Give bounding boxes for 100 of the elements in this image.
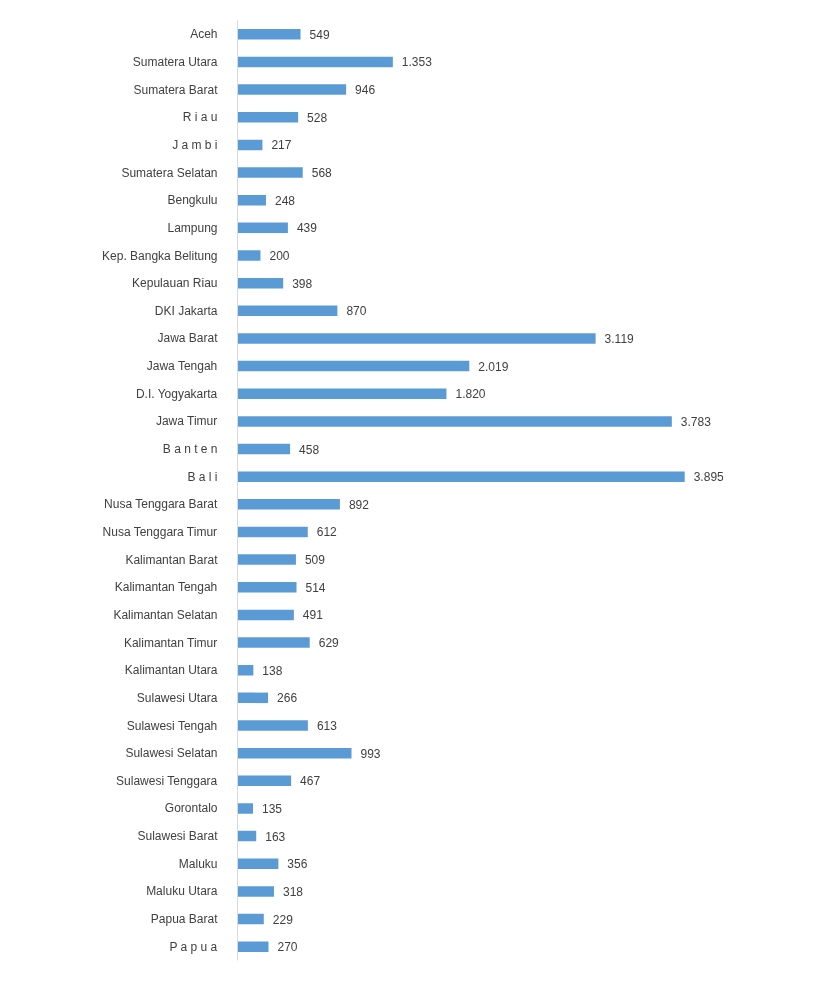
bar	[237, 84, 347, 95]
data-label: 629	[318, 636, 340, 651]
y-tick-label: Kepulauan Riau	[132, 276, 218, 291]
data-label: 1.820	[455, 387, 486, 402]
data-label: 549	[309, 27, 330, 42]
bar	[237, 941, 269, 952]
bar	[237, 56, 393, 68]
bar	[237, 664, 254, 676]
data-label: 568	[311, 166, 333, 181]
data-label: 613	[316, 719, 338, 733]
y-tick-label: Sumatera Selatan	[121, 165, 218, 180]
y-tick-label: Lampung	[167, 220, 218, 235]
y-tick-label: Jawa Tengah	[146, 359, 218, 374]
y-tick-label: Kalimantan Barat	[125, 552, 219, 567]
data-label: 946	[355, 83, 376, 98]
y-tick-label: Kalimantan Tengah	[114, 580, 218, 595]
y-tick-label: D.I. Yogyakarta	[135, 386, 218, 401]
y-tick-label: B a l i	[187, 469, 218, 484]
data-label: 491	[302, 608, 324, 623]
bar	[237, 913, 264, 925]
bar	[237, 360, 470, 372]
bar	[237, 830, 257, 842]
data-label: 509	[304, 553, 326, 568]
bar	[237, 277, 284, 289]
data-label: 439	[296, 221, 318, 236]
y-tick-label: B a n t e n	[162, 442, 218, 457]
y-tick-label: Papua Barat	[150, 912, 219, 927]
y-tick-label: Kalimantan Timur	[123, 635, 218, 650]
bar	[237, 499, 340, 510]
data-label: 892	[348, 497, 370, 512]
data-label: 2.019	[478, 359, 509, 374]
data-label: 870	[346, 304, 367, 319]
y-tick-label: Maluku Utara	[146, 884, 218, 899]
y-tick-label: Jawa Timur	[155, 414, 218, 429]
y-tick-label: DKI Jakarta	[154, 303, 218, 318]
data-label: 1.353	[401, 55, 433, 70]
data-label: 3.895	[693, 470, 725, 485]
data-label: 217	[271, 138, 292, 153]
y-tick-label: Sumatera Utara	[132, 54, 218, 69]
y-tick-label: Kalimantan Selatan	[113, 607, 218, 622]
bar	[237, 305, 338, 317]
y-tick-label: Jawa Barat	[157, 331, 219, 346]
y-tick-label: Sumatera Barat	[133, 82, 219, 97]
bar	[237, 416, 672, 427]
bar	[237, 139, 263, 151]
bar	[237, 637, 310, 648]
bar	[237, 167, 303, 178]
data-label: 163	[265, 829, 286, 844]
y-tick-label: Aceh	[190, 27, 218, 42]
data-label: 458	[299, 442, 320, 457]
data-label: 467	[300, 774, 321, 789]
y-tick-label: Sulawesi Utara	[136, 690, 218, 705]
y-tick-label: Kalimantan Utara	[124, 663, 218, 678]
y-tick-label: Sulawesi Selatan	[125, 746, 218, 761]
bar	[237, 886, 275, 897]
y-tick-label: P a p u a	[169, 939, 218, 954]
data-label: 398	[292, 276, 313, 291]
data-label: 3.783	[680, 414, 712, 429]
y-tick-label: Sulawesi Tengah	[126, 718, 218, 733]
bar	[237, 443, 291, 455]
bar	[237, 720, 308, 731]
data-label: 318	[283, 884, 304, 899]
bar	[237, 803, 253, 814]
bar	[237, 388, 447, 399]
data-label: 229	[272, 912, 294, 927]
data-label: 528	[307, 110, 328, 125]
bar	[237, 194, 266, 206]
data-label: 514	[305, 580, 326, 595]
y-tick-label: R i a u	[182, 110, 218, 125]
y-tick-label: Maluku	[178, 856, 218, 871]
data-label: 3.119	[604, 331, 635, 346]
bar	[237, 858, 279, 869]
data-label: 993	[360, 746, 381, 761]
bar	[237, 582, 297, 593]
bar	[237, 222, 288, 234]
y-tick-label: Bengkulu	[167, 193, 218, 208]
data-label: 612	[316, 525, 338, 540]
bar	[237, 526, 308, 538]
bar	[237, 112, 299, 123]
bar	[237, 609, 294, 621]
data-label: 270	[277, 940, 298, 955]
data-label: 200	[269, 249, 290, 263]
bar	[237, 333, 596, 344]
data-label: 266	[277, 691, 298, 706]
bar	[237, 554, 296, 565]
y-tick-label: Kep. Bangka Belitung	[102, 248, 218, 263]
bar	[237, 692, 269, 704]
data-label: 138	[262, 663, 283, 678]
data-label: 356	[287, 857, 308, 872]
y-tick-label: Nusa Tenggara Barat	[104, 497, 218, 512]
y-tick-label: Sulawesi Tenggara	[116, 773, 218, 788]
bar	[237, 250, 261, 261]
y-tick-label: Sulawesi Barat	[137, 829, 219, 844]
data-label: 135	[262, 801, 283, 816]
bar	[237, 747, 352, 759]
y-tick-label: Nusa Tenggara Timur	[102, 524, 218, 539]
y-tick-label: J a m b i	[172, 137, 218, 152]
data-label: 248	[274, 193, 296, 208]
y-tick-label: Gorontalo	[164, 801, 218, 816]
bar	[237, 471, 685, 482]
